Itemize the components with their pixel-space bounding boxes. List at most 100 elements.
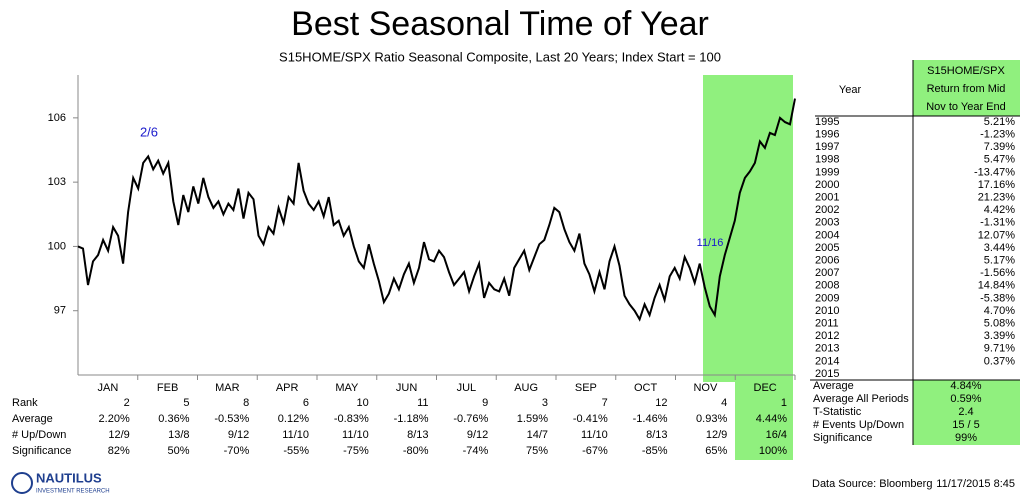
cell: 1.59% xyxy=(517,413,548,425)
source: Data Source: Bloomberg xyxy=(812,478,932,490)
cell: 11 xyxy=(417,397,428,409)
cell: 4 xyxy=(721,397,727,409)
month-label: NOV xyxy=(693,382,718,394)
cell: -85% xyxy=(642,445,668,457)
y-tick-label: 103 xyxy=(48,176,66,188)
table-header: Year xyxy=(839,84,862,96)
return: 9.71% xyxy=(984,343,1015,355)
year: 2005 xyxy=(815,242,839,254)
cell: 11/10 xyxy=(581,429,608,441)
highlight-summary xyxy=(913,380,1020,445)
cell: 12/9 xyxy=(706,429,727,441)
summary-label: Significance xyxy=(813,432,872,444)
cell: 75% xyxy=(526,445,548,457)
month-label: OCT xyxy=(634,382,658,394)
return: 21.23% xyxy=(978,192,1016,204)
cell: -55% xyxy=(283,445,309,457)
annotation: 2/6 xyxy=(140,124,158,139)
month-label: DEC xyxy=(754,382,777,394)
cell: -1.46% xyxy=(633,413,668,425)
return: -1.31% xyxy=(980,217,1015,229)
chart-subtitle: S15HOME/SPX Ratio Seasonal Composite, La… xyxy=(279,49,721,64)
year: 2015 xyxy=(815,368,839,380)
table-header: S15HOME/SPX xyxy=(927,65,1005,77)
year: 2007 xyxy=(815,267,839,279)
table-header: Return from Mid xyxy=(927,83,1006,95)
cell: 0.36% xyxy=(158,413,189,425)
y-tick-label: 97 xyxy=(54,305,66,317)
cell: 8 xyxy=(243,397,249,409)
cell: 16/4 xyxy=(766,429,787,441)
highlight-header xyxy=(913,60,1020,116)
month-label: APR xyxy=(276,382,299,394)
cell: 0.93% xyxy=(696,413,727,425)
year: 2003 xyxy=(815,217,839,229)
table-header: Nov to Year End xyxy=(926,101,1006,113)
year: 2010 xyxy=(815,305,839,317)
month-label: JUL xyxy=(457,382,477,394)
cell: 14/7 xyxy=(527,429,548,441)
cell: 1 xyxy=(781,397,787,409)
return: -1.56% xyxy=(980,267,1015,279)
month-label: AUG xyxy=(514,382,538,394)
logo-subtext: INVESTMENT RESEARCH xyxy=(36,489,110,495)
cell: 2.20% xyxy=(99,413,130,425)
month-label: SEP xyxy=(575,382,597,394)
year: 2014 xyxy=(815,355,839,367)
cell: 82% xyxy=(108,445,130,457)
cell: 9 xyxy=(482,397,488,409)
year: 2000 xyxy=(815,179,839,191)
month-label: JAN xyxy=(97,382,118,394)
summary-label: Average All Periods xyxy=(813,393,909,405)
cell: -0.83% xyxy=(334,413,369,425)
logo: NAUTILUS INVESTMENT RESEARCH xyxy=(11,470,110,495)
cell: 11/10 xyxy=(282,429,309,441)
cell: 65% xyxy=(705,445,727,457)
year: 1995 xyxy=(815,116,839,128)
cell: 6 xyxy=(303,397,309,409)
month-label: MAR xyxy=(215,382,240,394)
summary-label: T-Statistic xyxy=(813,406,862,418)
summary-value: 2.4 xyxy=(958,406,973,418)
year: 2008 xyxy=(815,280,839,292)
row-label: Significance xyxy=(12,445,71,457)
year: 2011 xyxy=(815,318,839,330)
return: -13.47% xyxy=(974,166,1015,178)
row-label: Average xyxy=(12,413,53,425)
cell: 100% xyxy=(759,445,787,457)
year: 2012 xyxy=(815,330,839,342)
line xyxy=(77,98,796,322)
cell: 50% xyxy=(167,445,189,457)
summary-label: Average xyxy=(813,380,854,392)
summary-label: # Events Up/Down xyxy=(813,419,904,431)
cell: 2 xyxy=(124,397,130,409)
cell: 7 xyxy=(602,397,608,409)
y-tick-label: 106 xyxy=(48,112,66,124)
cell: 8/13 xyxy=(407,429,428,441)
timestamp: 11/17/2015 8:45 xyxy=(936,478,1015,490)
cell: 5 xyxy=(183,397,189,409)
cell: 11/10 xyxy=(342,429,369,441)
year: 2013 xyxy=(815,343,839,355)
cell: -0.41% xyxy=(573,413,608,425)
cell: 4.44% xyxy=(756,413,787,425)
return: 5.08% xyxy=(984,318,1015,330)
chart-title: Best Seasonal Time of Year xyxy=(291,5,709,43)
cell: 9/12 xyxy=(228,429,249,441)
return: 7.39% xyxy=(984,141,1015,153)
cell: 0.12% xyxy=(278,413,309,425)
year: 2001 xyxy=(815,192,839,204)
row-label: Rank xyxy=(12,397,38,409)
year: 1998 xyxy=(815,154,839,166)
return: 0.37% xyxy=(984,355,1015,367)
year: 2004 xyxy=(815,229,839,241)
summary-value: 4.84% xyxy=(950,380,981,392)
cell: -74% xyxy=(463,445,489,457)
cell: 8/13 xyxy=(646,429,667,441)
return: -1.23% xyxy=(980,129,1015,141)
logo-text: NAUTILUS xyxy=(36,470,102,485)
cell: -70% xyxy=(224,445,250,457)
cell: 13/8 xyxy=(168,429,189,441)
year: 2002 xyxy=(815,204,839,216)
